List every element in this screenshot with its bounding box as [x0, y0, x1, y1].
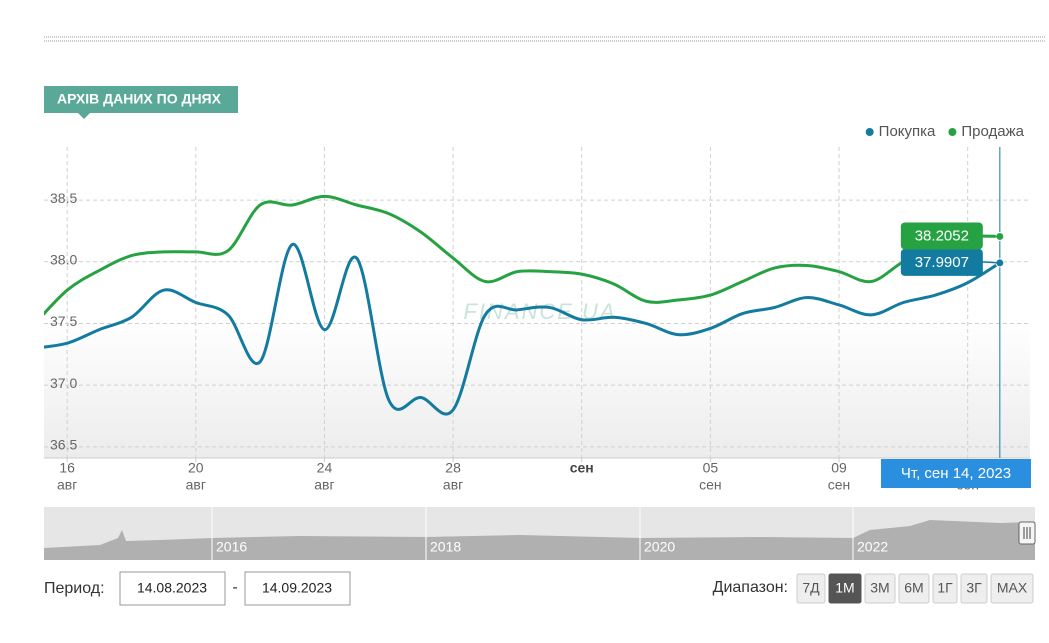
range-button[interactable] — [898, 573, 930, 604]
value-label: 37.9907 — [915, 254, 969, 271]
navigator-label: 2022 — [857, 539, 888, 555]
x-tick-sublabel: авг — [186, 477, 206, 493]
x-tick-label: 09 — [831, 460, 847, 476]
range-button[interactable] — [960, 573, 988, 604]
header-title: АРХІВ ДАНИХ ПО ДНЯХ — [57, 91, 222, 107]
legend-marker — [865, 128, 874, 136]
y-tick-label: 36.5 — [50, 437, 77, 453]
value-label-box — [900, 248, 983, 276]
x-tick-label: сен — [570, 460, 594, 476]
range-button-label[interactable]: 3Г — [966, 580, 982, 596]
x-tick-sublabel: сен — [699, 477, 722, 493]
date-from[interactable]: 14.08.2023 — [137, 580, 207, 596]
plot-area — [44, 147, 1030, 458]
x-tick-label: 16 — [59, 460, 75, 476]
range-button-label[interactable]: 1М — [835, 580, 854, 596]
header-pointer — [78, 113, 90, 119]
x-tick-sublabel: авг — [57, 477, 77, 493]
range-label: Диапазон: — [713, 579, 788, 596]
y-tick-label: 37.5 — [50, 313, 77, 329]
x-tick-label: 24 — [317, 460, 333, 476]
value-label-box — [900, 222, 983, 250]
date-to[interactable]: 14.09.2023 — [262, 580, 332, 596]
range-button-label[interactable]: 3М — [870, 580, 889, 596]
x-tick-label: 28 — [445, 460, 461, 476]
legend-label[interactable]: Продажа — [961, 123, 1024, 140]
navigator-area — [44, 520, 1035, 560]
range-button-label[interactable]: 6М — [904, 580, 923, 596]
series-line — [44, 194, 1000, 316]
range-button-label[interactable]: 7Д — [802, 580, 820, 596]
date-input[interactable] — [119, 571, 226, 606]
navigator-label: 2020 — [644, 539, 675, 555]
navigator-label: 2018 — [430, 539, 461, 555]
value-label: 38.2052 — [915, 227, 969, 244]
range-button[interactable] — [828, 573, 862, 604]
range-button[interactable] — [864, 573, 896, 604]
y-tick-label: 37.0 — [50, 375, 77, 391]
x-tick-label: 05 — [703, 460, 719, 476]
legend-marker — [948, 128, 957, 136]
legend-label[interactable]: Покупка — [879, 123, 936, 140]
label-connector — [981, 234, 1000, 238]
navigator-label: 2016 — [216, 539, 247, 555]
range-button-label[interactable]: MAX — [997, 580, 1028, 596]
range-button[interactable] — [932, 573, 958, 604]
x-tick-sublabel: сен — [828, 477, 851, 493]
range-button-label[interactable]: 1Г — [937, 580, 953, 596]
y-tick-label: 38.5 — [50, 190, 77, 206]
tooltip-label: Чт, сен 14, 2023 — [901, 465, 1011, 482]
y-tick-label: 38.0 — [50, 251, 77, 267]
x-tick-sublabel: авг — [443, 477, 463, 493]
period-label: Период: — [44, 580, 105, 597]
tooltip-box — [881, 459, 1031, 488]
series-group — [44, 194, 1001, 416]
date-input[interactable] — [244, 571, 351, 606]
label-connector — [981, 261, 1000, 264]
range-button[interactable] — [990, 573, 1034, 604]
date-separator: - — [232, 579, 237, 596]
header-box — [44, 86, 238, 113]
x-tick-sublabel: авг — [314, 477, 334, 493]
range-button[interactable] — [796, 573, 826, 604]
series-line — [44, 242, 1001, 416]
x-tick-label: 20 — [188, 460, 204, 476]
